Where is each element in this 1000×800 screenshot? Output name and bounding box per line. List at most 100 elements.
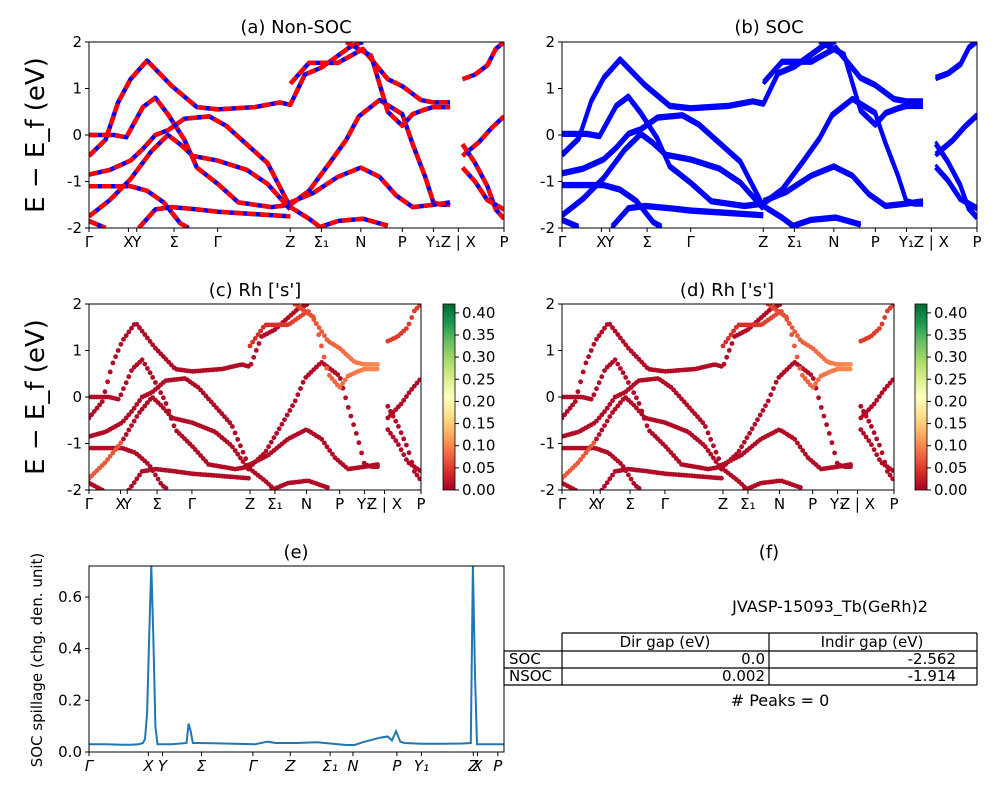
band-point (726, 348, 732, 353)
band-point (800, 372, 805, 378)
x-tick-label: N (347, 757, 358, 775)
x-tick-label: Y₁ (898, 233, 914, 251)
band-point (137, 325, 142, 331)
band-point (145, 460, 150, 466)
colorbar-tick-label: 0.25 (934, 370, 967, 388)
band-point (626, 380, 631, 385)
band-point (583, 360, 589, 366)
band-point (882, 315, 888, 320)
band-point (313, 321, 319, 326)
band-point (626, 472, 631, 478)
band-point (374, 366, 380, 372)
band-point (113, 354, 118, 360)
plot-frame (88, 41, 505, 229)
x-tick-label: X (471, 757, 483, 775)
x-tick-label: N (828, 233, 839, 251)
band-lines (89, 42, 504, 228)
band-point (406, 450, 412, 456)
panel-c-plot: -2 -1 0 1 2 Γ XY Σ Γ Z Σ₁ N P Y₁Z | X P (67, 295, 425, 513)
band-point (255, 332, 261, 338)
band-point (716, 463, 722, 468)
band-line (562, 112, 765, 205)
band-point (129, 483, 134, 489)
colorbar-tick-label: 0.20 (934, 392, 967, 410)
band-point (615, 361, 621, 367)
band-point (110, 450, 116, 456)
band-point (863, 413, 869, 419)
band-point (266, 444, 271, 450)
band-point (798, 485, 803, 490)
band-point (417, 304, 421, 308)
y-tick-label: 0 (72, 388, 82, 406)
band-point (594, 336, 599, 342)
colorbar-tick-label: 0.00 (934, 481, 967, 499)
y-tick-label: 1 (545, 342, 555, 360)
band-point (729, 341, 735, 346)
band-point (105, 457, 110, 462)
band-point (332, 379, 338, 385)
band-point (705, 448, 711, 453)
band-point (813, 381, 818, 386)
table-footer: # Peaks = 0 (731, 691, 830, 710)
band-point (153, 472, 158, 478)
band-point (284, 412, 290, 418)
band-point (137, 472, 142, 478)
band-point (607, 476, 613, 482)
band-point (815, 377, 821, 383)
y-tick-label: -2 (67, 481, 82, 499)
band-point (591, 341, 597, 347)
band-point (417, 468, 421, 473)
band-point (393, 418, 399, 424)
x-tick-label: Y (604, 233, 615, 251)
y-tick-label: 2 (72, 33, 82, 51)
band-point (121, 418, 126, 424)
x-tick-label: P (499, 233, 508, 251)
table-row-label: NSOC (509, 667, 552, 685)
band-point (784, 314, 789, 320)
band-point (304, 304, 310, 307)
band-point (251, 354, 257, 360)
band-point (821, 413, 827, 419)
band-point (599, 427, 605, 433)
band-point (858, 427, 864, 432)
band-line (316, 216, 389, 228)
x-tick-label: Σ₁ (267, 495, 283, 513)
band-point (877, 442, 882, 448)
band-point (720, 343, 726, 349)
band-point (94, 405, 100, 411)
panel-d-colorbar: 0.00 0.05 0.10 0.15 0.20 0.25 0.30 0.35 0.40 (914, 303, 967, 499)
band-point (755, 417, 760, 423)
band-point (134, 414, 140, 419)
band-point (147, 339, 153, 344)
band-point (417, 476, 421, 482)
colorbar-tick-label: 0.15 (934, 415, 967, 433)
panel-d-title: (d) Rh ['s'] (680, 280, 774, 301)
band-point (118, 392, 124, 398)
band-point (636, 401, 642, 406)
band-point (610, 472, 615, 478)
y-tick-label: -1 (67, 435, 82, 453)
band-point (636, 485, 642, 490)
band-point (131, 405, 137, 411)
band-point (409, 315, 415, 320)
band-point (713, 459, 719, 464)
band-point (877, 394, 882, 399)
band-point (126, 487, 132, 490)
band-point (736, 448, 742, 454)
band-line (89, 218, 107, 228)
band-point (874, 436, 880, 442)
band-point (874, 397, 880, 403)
band-point (353, 431, 359, 436)
band-points (562, 304, 894, 490)
band-point (123, 380, 129, 386)
band-point (134, 321, 140, 327)
band-point (803, 451, 808, 457)
band-point (235, 451, 241, 457)
band-point (319, 436, 325, 442)
band-point (599, 487, 605, 490)
band-point (375, 462, 380, 467)
band-line (934, 166, 977, 212)
band-point (703, 424, 708, 429)
colorbar-tick-label: 0.40 (934, 304, 967, 322)
x-tick-label: Γ (188, 495, 197, 513)
